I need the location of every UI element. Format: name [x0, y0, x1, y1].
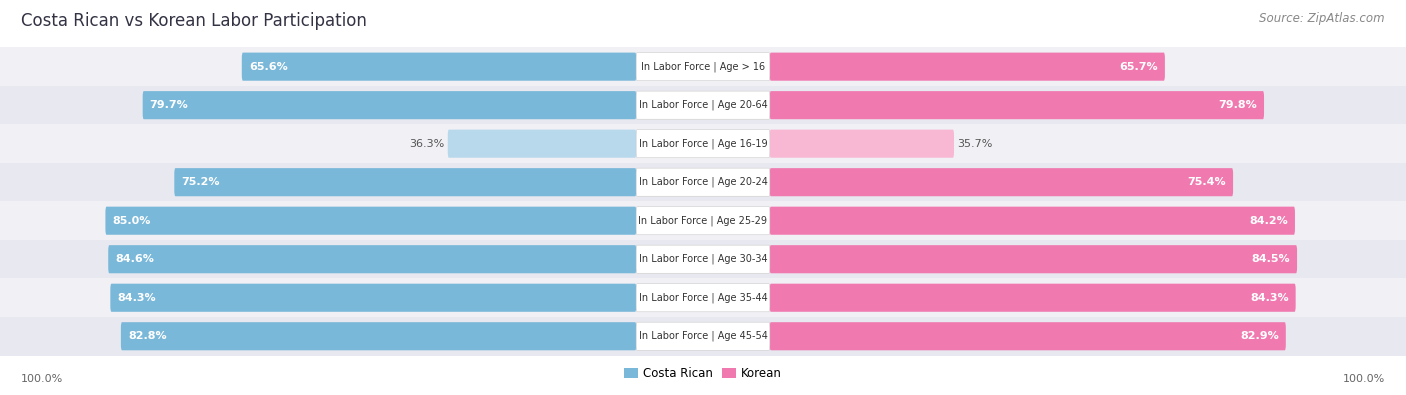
Text: 65.7%: 65.7% — [1119, 62, 1159, 71]
FancyBboxPatch shape — [769, 53, 1166, 81]
FancyBboxPatch shape — [769, 284, 1296, 312]
FancyBboxPatch shape — [108, 245, 637, 273]
Text: 84.3%: 84.3% — [1250, 293, 1289, 303]
FancyBboxPatch shape — [636, 168, 770, 196]
FancyBboxPatch shape — [105, 207, 637, 235]
FancyBboxPatch shape — [174, 168, 637, 196]
Bar — [0, 86, 1406, 124]
Text: 84.2%: 84.2% — [1249, 216, 1288, 226]
Legend: Costa Rican, Korean: Costa Rican, Korean — [619, 363, 787, 385]
FancyBboxPatch shape — [769, 245, 1298, 273]
Bar — [0, 317, 1406, 356]
Text: In Labor Force | Age 20-24: In Labor Force | Age 20-24 — [638, 177, 768, 188]
Bar — [0, 240, 1406, 278]
Text: 75.2%: 75.2% — [181, 177, 219, 187]
Text: 82.8%: 82.8% — [128, 331, 166, 341]
FancyBboxPatch shape — [242, 53, 637, 81]
Text: In Labor Force | Age 30-34: In Labor Force | Age 30-34 — [638, 254, 768, 265]
Bar — [0, 278, 1406, 317]
Text: 79.7%: 79.7% — [149, 100, 188, 110]
Text: 82.9%: 82.9% — [1240, 331, 1279, 341]
FancyBboxPatch shape — [636, 207, 770, 235]
Text: 75.4%: 75.4% — [1188, 177, 1226, 187]
FancyBboxPatch shape — [636, 91, 770, 119]
FancyBboxPatch shape — [636, 130, 770, 158]
Text: In Labor Force | Age 20-64: In Labor Force | Age 20-64 — [638, 100, 768, 111]
Text: 65.6%: 65.6% — [249, 62, 288, 71]
Text: In Labor Force | Age 25-29: In Labor Force | Age 25-29 — [638, 215, 768, 226]
Text: 36.3%: 36.3% — [409, 139, 444, 149]
FancyBboxPatch shape — [636, 245, 770, 273]
FancyBboxPatch shape — [447, 130, 637, 158]
FancyBboxPatch shape — [769, 130, 955, 158]
Text: 100.0%: 100.0% — [1343, 374, 1385, 384]
FancyBboxPatch shape — [142, 91, 637, 119]
Text: 35.7%: 35.7% — [957, 139, 993, 149]
Bar — [0, 124, 1406, 163]
Text: In Labor Force | Age 45-54: In Labor Force | Age 45-54 — [638, 331, 768, 342]
Bar — [0, 201, 1406, 240]
Text: In Labor Force | Age 35-44: In Labor Force | Age 35-44 — [638, 292, 768, 303]
Text: 84.6%: 84.6% — [115, 254, 155, 264]
Text: 85.0%: 85.0% — [112, 216, 150, 226]
Text: 84.3%: 84.3% — [117, 293, 156, 303]
FancyBboxPatch shape — [121, 322, 637, 350]
FancyBboxPatch shape — [110, 284, 637, 312]
Text: 100.0%: 100.0% — [21, 374, 63, 384]
Text: Costa Rican vs Korean Labor Participation: Costa Rican vs Korean Labor Participatio… — [21, 12, 367, 30]
Bar — [0, 163, 1406, 201]
FancyBboxPatch shape — [636, 284, 770, 312]
FancyBboxPatch shape — [769, 91, 1264, 119]
FancyBboxPatch shape — [769, 207, 1295, 235]
FancyBboxPatch shape — [769, 322, 1286, 350]
Text: 79.8%: 79.8% — [1218, 100, 1257, 110]
Bar — [0, 47, 1406, 86]
Text: Source: ZipAtlas.com: Source: ZipAtlas.com — [1260, 12, 1385, 25]
Text: 84.5%: 84.5% — [1251, 254, 1291, 264]
FancyBboxPatch shape — [769, 168, 1233, 196]
FancyBboxPatch shape — [636, 53, 770, 81]
FancyBboxPatch shape — [636, 322, 770, 350]
Text: In Labor Force | Age 16-19: In Labor Force | Age 16-19 — [638, 138, 768, 149]
Text: In Labor Force | Age > 16: In Labor Force | Age > 16 — [641, 61, 765, 72]
